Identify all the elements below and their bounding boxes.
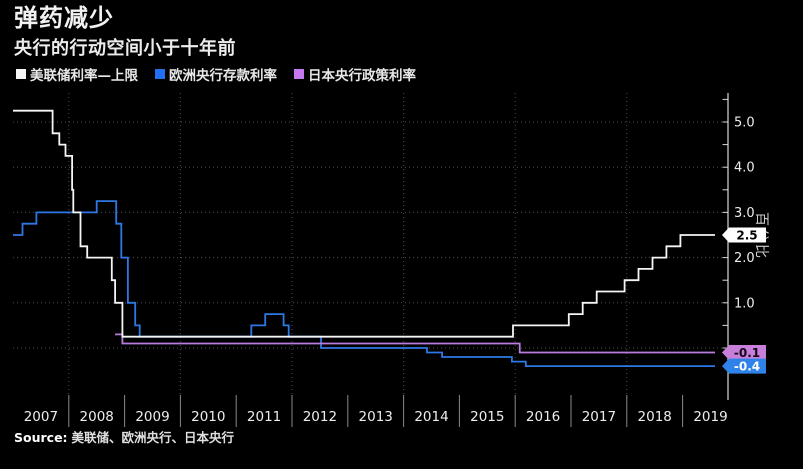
x-axis-label: 2008 bbox=[80, 409, 114, 425]
fed-series-swatch-icon bbox=[16, 69, 26, 79]
legend-label-ecb: 欧洲央行存款利率 bbox=[169, 68, 277, 84]
x-axis-label: 2009 bbox=[135, 409, 169, 425]
legend-item-ecb: 欧洲央行存款利率 bbox=[155, 64, 277, 84]
chart-subtitle: 央行的行动空间小于十年前 bbox=[14, 38, 236, 59]
x-axis-label: 2007 bbox=[24, 409, 58, 425]
y-axis-label: 3.0 bbox=[734, 206, 755, 221]
ecb-series-swatch-icon bbox=[155, 69, 165, 79]
source-line: Source: 美联储、欧洲央行、日本央行 bbox=[14, 427, 234, 446]
x-axis-label: 2015 bbox=[470, 409, 504, 425]
x-axis-label: 2013 bbox=[359, 409, 393, 425]
x-axis-label: 2019 bbox=[693, 409, 727, 425]
last-value-badge bbox=[722, 345, 766, 361]
y-axis-label: 1.0 bbox=[734, 296, 755, 311]
x-axis-label: 2010 bbox=[191, 409, 225, 425]
y-axis-label: 2.0 bbox=[734, 251, 755, 266]
chart-title: 弹药减少 bbox=[14, 3, 114, 32]
x-axis-label: 2014 bbox=[414, 409, 448, 425]
fed-upper-rate-line bbox=[13, 109, 715, 338]
x-axis-label: 2016 bbox=[526, 409, 560, 425]
y-axis-label: 5.0 bbox=[734, 116, 755, 131]
chart-legend: 美联储利率—上限 欧洲央行存款利率 日本央行政策利率 bbox=[16, 64, 416, 84]
last-value-badge-text: -0.1 bbox=[734, 346, 760, 360]
boj-series-swatch-icon bbox=[294, 69, 304, 79]
y-axis-label: 4.0 bbox=[734, 161, 755, 176]
legend-label-boj: 日本央行政策利率 bbox=[308, 68, 416, 84]
x-axis-label: 2012 bbox=[303, 409, 337, 425]
last-value-badge bbox=[722, 358, 766, 374]
x-axis-label: 2011 bbox=[247, 409, 281, 425]
x-axis-label: 2018 bbox=[638, 409, 672, 425]
last-value-badge bbox=[722, 227, 766, 243]
last-value-badge-text: 2.5 bbox=[736, 228, 757, 242]
legend-item-fed: 美联储利率—上限 bbox=[16, 64, 138, 84]
ecb-deposit-rate-line bbox=[13, 200, 715, 368]
source-text: 美联储、欧洲央行、日本央行 bbox=[71, 430, 235, 445]
x-axis-label: 2017 bbox=[582, 409, 616, 425]
source-label: Source: bbox=[14, 430, 68, 445]
legend-label-fed: 美联储利率—上限 bbox=[30, 68, 138, 84]
boj-policy-rate-line bbox=[115, 333, 715, 354]
last-value-badge-text: -0.4 bbox=[734, 359, 760, 373]
legend-item-boj: 日本央行政策利率 bbox=[294, 64, 416, 84]
